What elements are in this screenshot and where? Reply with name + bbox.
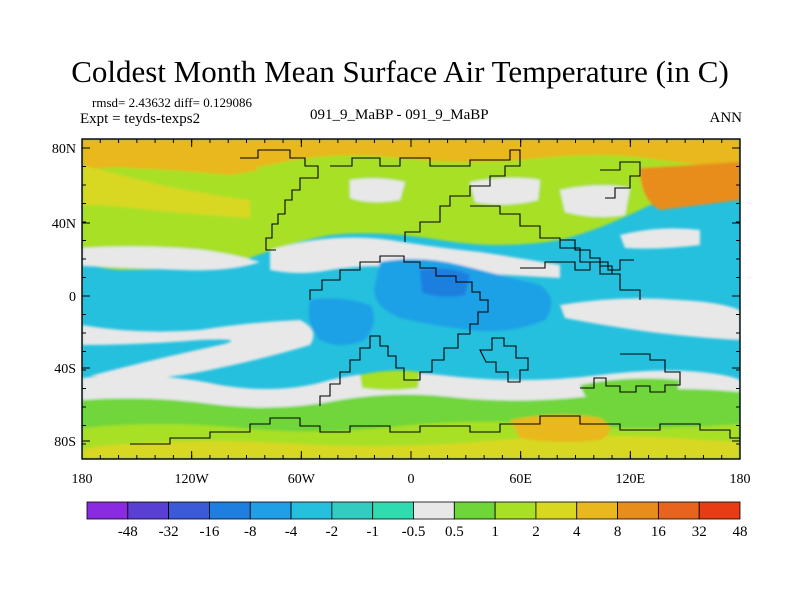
colorbar-label: -0.5 — [402, 524, 426, 540]
colorbar-label: 8 — [614, 524, 622, 540]
map-title: Coldest Month Mean Surface Air Temperatu… — [71, 54, 729, 89]
colorbar-swatch — [413, 501, 455, 520]
colorbar-swatch — [86, 501, 129, 520]
colorbar-swatch — [535, 501, 578, 520]
center-label: 091_9_MaBP - 091_9_MaBP — [310, 107, 489, 123]
colorbar-swatch — [168, 501, 210, 520]
colorbar-label: 0.5 — [445, 524, 464, 540]
colorbar-label: -2 — [326, 524, 339, 540]
colorbar-label: 32 — [692, 524, 707, 540]
lat-label: 40N — [52, 217, 76, 232]
colorbar-label: -48 — [118, 524, 138, 540]
lon-label: 180 — [72, 472, 93, 487]
lon-label: 180 — [730, 472, 751, 487]
lat-label: 80N — [52, 142, 76, 157]
lon-axis-labels: 180 120W 60W 0 60E 120E 180 — [72, 472, 751, 487]
lon-label: 0 — [408, 472, 415, 487]
colorbar-swatch — [617, 501, 659, 520]
colorbar-label: 1 — [491, 524, 499, 540]
colorbar-swatch — [657, 501, 700, 520]
colorbar-label: 48 — [733, 524, 748, 540]
lat-label: 80S — [54, 435, 76, 450]
colorbar-swatch — [576, 501, 618, 520]
season-label: ANN — [709, 110, 743, 126]
experiment-line: Expt = teyds-texps2 — [80, 111, 201, 127]
colorbar-swatch — [372, 501, 414, 520]
colorbar-swatch — [698, 501, 741, 520]
colorbar-label: -16 — [199, 524, 219, 540]
lat-axis-labels: 80N 40N 0 40S 80S — [52, 142, 76, 450]
lon-label: 120W — [175, 472, 210, 487]
colorbar-label: 16 — [651, 524, 667, 540]
colorbar-swatch — [127, 501, 170, 520]
lon-label: 60E — [509, 472, 532, 487]
colorbar-labels: -48 -32 -16 -8 -4 -2 -1 -0.5 0.5 1 2 4 8 16 32 48 — [118, 524, 748, 540]
axis-ticks — [81, 139, 741, 459]
colorbar-label: 4 — [573, 524, 581, 540]
colorbar-label: -32 — [159, 524, 179, 540]
colorbar-swatch — [453, 501, 496, 520]
lat-label: 0 — [69, 290, 76, 305]
colorbar-label: -8 — [244, 524, 257, 540]
colorbar-label: -4 — [285, 524, 298, 540]
colorbar-swatch — [494, 501, 537, 520]
colorbar-label: -1 — [366, 524, 379, 540]
colorbar-swatch — [331, 501, 374, 520]
colorbar — [86, 501, 741, 520]
colorbar-swatch — [209, 501, 251, 520]
colorbar-swatch — [290, 501, 333, 520]
lon-label: 120E — [616, 472, 646, 487]
lon-label: 60W — [288, 472, 316, 487]
colorbar-label: 2 — [532, 524, 540, 540]
colorbar-swatch — [249, 501, 292, 520]
map-field — [82, 139, 740, 459]
lat-label: 40S — [54, 362, 76, 377]
stats-line: rmsd= 2.43632 diff= 0.129086 — [92, 95, 252, 110]
